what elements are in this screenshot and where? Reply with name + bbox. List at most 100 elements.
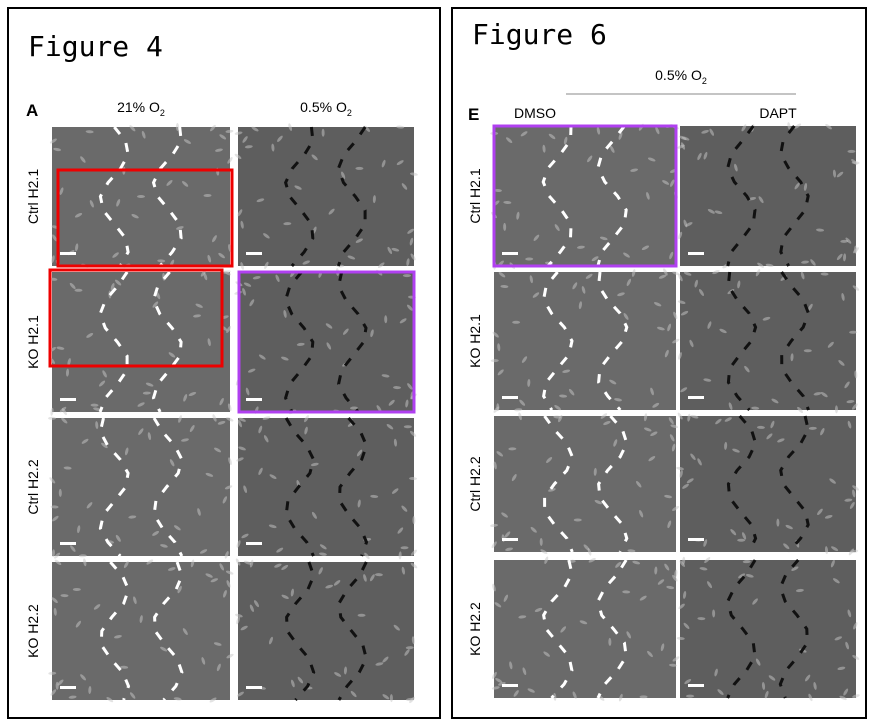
cell-texture xyxy=(758,196,764,204)
cell-texture xyxy=(745,574,754,578)
cell-texture xyxy=(409,172,418,176)
column-label: DAPT xyxy=(759,105,797,121)
cell-texture xyxy=(801,260,810,264)
cell-texture xyxy=(51,549,55,558)
cell-texture xyxy=(794,182,800,190)
cell-texture xyxy=(491,541,497,549)
row-label: KO H2.2 xyxy=(467,602,483,656)
scale-bar xyxy=(60,398,76,401)
cell-texture xyxy=(496,451,504,457)
scale-bar xyxy=(60,252,76,255)
cell-texture xyxy=(50,505,59,509)
cell-texture xyxy=(503,594,509,602)
cell-texture xyxy=(548,133,556,140)
cell-texture xyxy=(115,534,121,542)
cell-texture xyxy=(653,302,662,307)
cell-texture xyxy=(311,154,318,161)
cell-texture xyxy=(562,369,571,373)
cell-texture xyxy=(93,604,101,610)
cell-texture xyxy=(808,426,817,430)
cell-texture xyxy=(658,274,667,279)
panel-title: Figure 4 xyxy=(28,30,163,63)
cell-texture xyxy=(114,279,122,286)
cell-texture xyxy=(614,398,622,402)
cell-texture xyxy=(641,245,650,251)
column-label: 0.5% O2 xyxy=(300,99,352,118)
cell-texture xyxy=(618,693,623,702)
cell-texture xyxy=(399,318,407,324)
micrograph xyxy=(494,416,676,552)
cell-texture xyxy=(80,674,87,681)
cell-texture xyxy=(737,280,741,289)
cell-texture xyxy=(808,693,813,702)
cell-texture xyxy=(411,636,415,645)
cell-texture xyxy=(137,402,145,407)
cell-texture xyxy=(249,299,255,307)
cell-texture xyxy=(409,237,414,246)
cell-texture xyxy=(548,488,556,492)
cell-texture xyxy=(223,270,231,276)
cell-texture xyxy=(492,583,496,592)
cell-texture xyxy=(506,137,513,144)
cell-texture xyxy=(318,567,323,575)
cell-texture xyxy=(707,208,715,214)
cell-texture xyxy=(74,288,83,292)
cell-texture xyxy=(59,406,67,413)
cell-texture xyxy=(824,546,829,555)
cell-texture xyxy=(785,524,793,530)
cell-texture xyxy=(77,525,81,534)
cell-texture xyxy=(207,254,212,263)
cell-texture xyxy=(684,678,692,685)
cell-texture xyxy=(831,546,839,552)
cell-texture xyxy=(674,569,678,578)
gap-outline xyxy=(284,271,315,413)
cell-texture xyxy=(139,615,143,623)
cell-texture xyxy=(704,557,711,564)
cell-texture xyxy=(288,123,293,131)
cell-texture xyxy=(238,446,246,451)
highlight-box xyxy=(56,168,234,268)
micrograph xyxy=(238,418,414,556)
panel-letter: A xyxy=(26,101,38,120)
cell-texture xyxy=(756,425,765,429)
cell-texture xyxy=(508,447,517,451)
cell-texture xyxy=(816,228,825,232)
cell-texture xyxy=(761,682,766,690)
cell-texture xyxy=(258,425,263,434)
cell-texture xyxy=(157,259,166,263)
cell-texture xyxy=(836,253,843,261)
column-label: 21% O2 xyxy=(117,99,165,118)
gap-outline xyxy=(543,415,574,553)
cell-texture xyxy=(398,551,402,560)
cell-texture xyxy=(95,421,99,430)
cell-texture xyxy=(68,695,77,699)
cell-texture xyxy=(374,573,383,577)
cell-texture xyxy=(243,560,252,565)
cell-texture xyxy=(355,238,363,243)
cell-texture xyxy=(497,369,504,376)
cell-texture xyxy=(683,271,692,276)
cell-texture xyxy=(741,124,747,132)
micrograph xyxy=(52,562,230,700)
cell-texture xyxy=(281,564,289,571)
micrograph xyxy=(680,560,856,698)
cell-texture xyxy=(493,188,502,193)
cell-texture xyxy=(680,142,686,150)
cell-texture xyxy=(820,391,828,398)
cell-texture xyxy=(181,181,189,187)
cell-texture xyxy=(412,516,416,525)
cell-texture xyxy=(234,613,243,618)
cell-texture xyxy=(682,483,689,489)
cell-texture xyxy=(334,672,342,677)
cell-texture xyxy=(755,269,761,277)
cell-texture xyxy=(83,558,87,567)
cell-texture xyxy=(120,665,129,669)
cell-texture xyxy=(321,128,325,137)
cell-texture xyxy=(672,574,678,582)
cell-texture xyxy=(677,412,683,420)
cell-texture xyxy=(304,415,309,423)
cell-texture xyxy=(106,697,114,703)
cell-texture xyxy=(240,220,244,229)
cell-texture xyxy=(263,435,269,443)
cell-texture xyxy=(670,179,675,187)
